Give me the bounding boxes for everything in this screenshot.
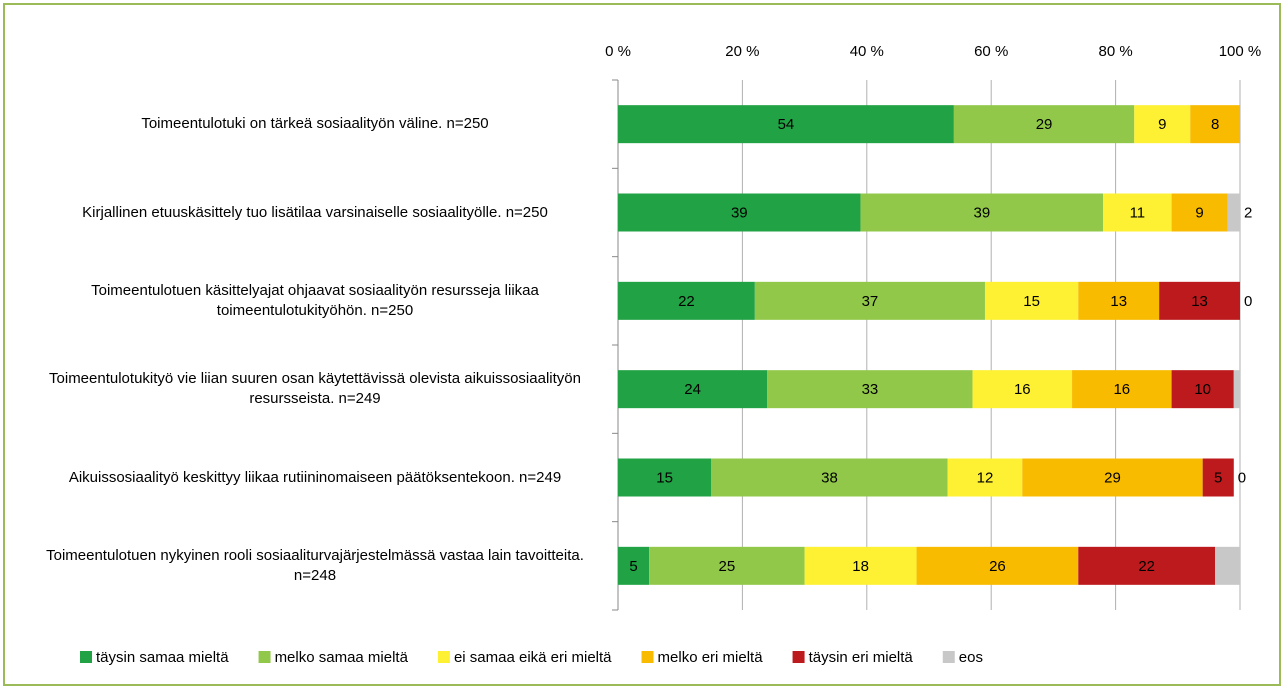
- data-label: 10: [1194, 381, 1211, 398]
- bar-segment: [984, 281, 1079, 320]
- bar-segment: [953, 105, 1135, 144]
- frame: [3, 3, 1281, 686]
- legend-swatch: [80, 651, 92, 663]
- bar-segment: [916, 546, 1079, 585]
- bar-segment: [1227, 193, 1240, 232]
- bar-segment: [1190, 105, 1240, 144]
- bar-segment: [618, 458, 712, 497]
- data-label: 16: [1014, 381, 1031, 398]
- x-tick-label: 40 %: [850, 43, 884, 60]
- bar-segment: [1103, 193, 1172, 232]
- legend-swatch: [942, 651, 955, 663]
- legend-swatch: [792, 651, 805, 663]
- data-label: 39: [974, 204, 991, 221]
- data-label: 15: [1023, 293, 1040, 310]
- bar-segment: [649, 546, 805, 585]
- bar-segment: [860, 193, 1104, 232]
- bar-segment: [618, 546, 650, 585]
- bar-segment: [1134, 105, 1191, 144]
- data-label: 54: [778, 116, 795, 133]
- category-label: Kirjallinen etuuskäsittely tuo lisätilaa…: [82, 203, 548, 221]
- data-label: 2: [1244, 204, 1252, 221]
- data-label: 12: [977, 469, 994, 486]
- data-label: 5: [629, 558, 637, 575]
- bar-segment: [1215, 546, 1240, 585]
- bar-segment: [754, 281, 985, 320]
- x-tick-label: 80 %: [1098, 43, 1132, 60]
- x-tick-label: 100 %: [1219, 43, 1262, 60]
- bar-segment: [972, 370, 1073, 409]
- data-label: 29: [1104, 469, 1121, 486]
- data-label: 39: [731, 204, 748, 221]
- bar-segment: [767, 370, 973, 409]
- data-label: 37: [862, 293, 879, 310]
- data-label: 29: [1036, 116, 1053, 133]
- bar-segment: [947, 458, 1023, 497]
- legend-label: eos: [959, 649, 983, 666]
- x-tick-label: 20 %: [725, 43, 759, 60]
- legend-label: täysin samaa mieltä: [96, 649, 229, 666]
- bar-segment: [618, 105, 954, 144]
- data-label: 18: [852, 558, 869, 575]
- data-label: 26: [989, 558, 1006, 575]
- bar-segment: [1072, 370, 1172, 409]
- legend-label: ei samaa eikä eri mieltä: [454, 649, 612, 666]
- bar-segment: [1233, 370, 1240, 409]
- data-label: 13: [1191, 293, 1208, 310]
- data-label: 22: [1138, 558, 1155, 575]
- legend-swatch: [437, 651, 450, 663]
- category-label: Toimeentulotuen nykyinen rooli sosiaalit…: [46, 546, 584, 584]
- legend-label: melko samaa mieltä: [275, 649, 409, 666]
- category-label: Toimeentulotuki on tärkeä sosiaalityön v…: [141, 115, 489, 133]
- x-tick-label: 60 %: [974, 43, 1008, 60]
- legend-swatch: [641, 651, 654, 663]
- data-label: 9: [1195, 204, 1203, 221]
- data-label: 8: [1211, 116, 1219, 133]
- bar-segment: [1159, 281, 1240, 320]
- bar-segment: [618, 193, 861, 232]
- data-label: 0: [1244, 293, 1252, 310]
- legend-label: melko eri mieltä: [658, 649, 764, 666]
- data-label: 24: [684, 381, 701, 398]
- category-label: Toimeentulotukityö vie liian suuren osan…: [49, 370, 581, 408]
- data-label: 11: [1130, 204, 1146, 221]
- bar-segment: [618, 281, 755, 320]
- bar-segment: [1022, 458, 1203, 497]
- bar-segment: [1202, 458, 1234, 497]
- data-label: 5: [1214, 469, 1222, 486]
- data-label: 16: [1113, 381, 1130, 398]
- legend-label: täysin eri mieltä: [809, 649, 914, 666]
- category-label: Aikuissosiaalityö keskittyy liikaa rutii…: [68, 468, 562, 486]
- data-label: 13: [1110, 293, 1127, 310]
- data-label: 9: [1158, 116, 1166, 133]
- data-label: 38: [821, 469, 838, 486]
- category-label: Toimeentulotuen käsittelyajat ohjaavat s…: [91, 281, 539, 319]
- bar-segment: [1171, 370, 1234, 409]
- data-label: 15: [656, 469, 673, 486]
- bar-segment: [711, 458, 948, 497]
- bar-segment: [1171, 193, 1228, 232]
- bar-segment: [804, 546, 917, 585]
- bar-segment: [1078, 546, 1216, 585]
- x-tick-label: 0 %: [605, 43, 631, 60]
- bar-segment: [1078, 281, 1160, 320]
- data-label: 22: [678, 293, 695, 310]
- legend-swatch: [258, 651, 271, 663]
- data-label: 25: [719, 558, 736, 575]
- bar-segment: [618, 370, 768, 409]
- data-label: 0: [1238, 469, 1246, 486]
- data-label: 33: [862, 381, 879, 398]
